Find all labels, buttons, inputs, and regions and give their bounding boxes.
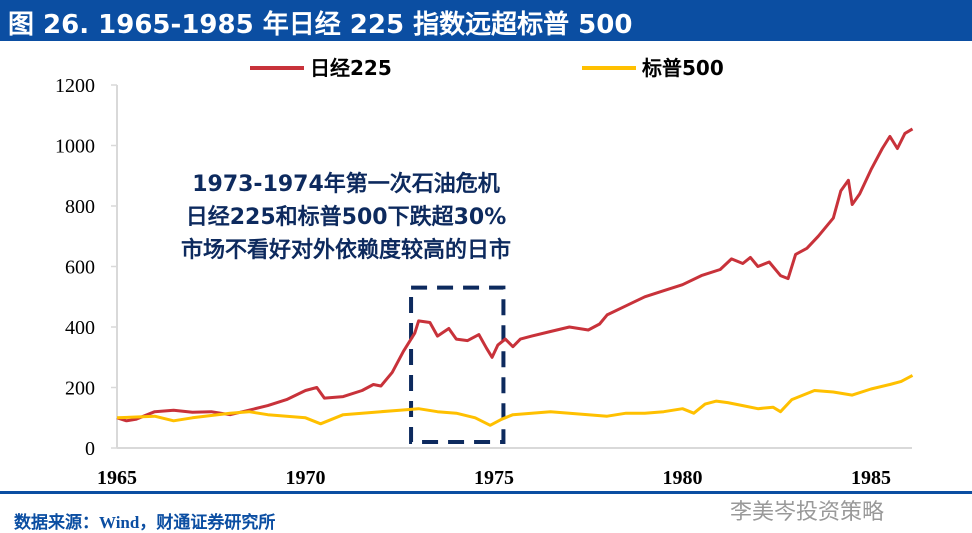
annotation-line-2: 日经225和标普500下跌超30% xyxy=(185,205,507,230)
highlight-box xyxy=(409,285,506,444)
y-tick-label: 600 xyxy=(65,257,95,279)
line-chart: 0 200 400 600 800 1000 1200 1965 1970 1975 1980 198… xyxy=(55,56,914,489)
y-tick-label: 200 xyxy=(65,378,95,400)
legend-label-0: 日经225 xyxy=(310,56,392,80)
y-tick-label: 1200 xyxy=(55,75,95,97)
figure-title: 图 26. 1965-1985 年日经 225 指数远超标普 500 xyxy=(8,10,633,40)
y-tick-label: 0 xyxy=(85,438,95,460)
series-line-0 xyxy=(116,127,914,423)
y-tick-label: 1000 xyxy=(55,136,95,158)
legend-label-1: 标普500 xyxy=(642,56,724,80)
series-line-1 xyxy=(116,374,914,427)
divider xyxy=(0,491,972,494)
x-tick-label: 1970 xyxy=(286,467,326,489)
x-tick-label: 1965 xyxy=(97,467,137,489)
annotation-line-1: 1973-1974年第一次石油危机 xyxy=(192,172,500,197)
watermark: 李美岑投资策略 xyxy=(730,500,885,525)
annotation-line-3: 市场不看好对外依赖度较高的日市 xyxy=(180,238,511,263)
source-note: 数据来源：Wind，财通证券研究所 xyxy=(14,513,276,532)
y-tick-label: 400 xyxy=(65,317,95,339)
x-tick-label: 1985 xyxy=(851,467,891,489)
y-tick-label: 800 xyxy=(65,196,95,218)
x-tick-label: 1975 xyxy=(474,467,514,489)
x-tick-label: 1980 xyxy=(663,467,703,489)
header-bar: 图 26. 1965-1985 年日经 225 指数远超标普 500 xyxy=(0,0,972,41)
